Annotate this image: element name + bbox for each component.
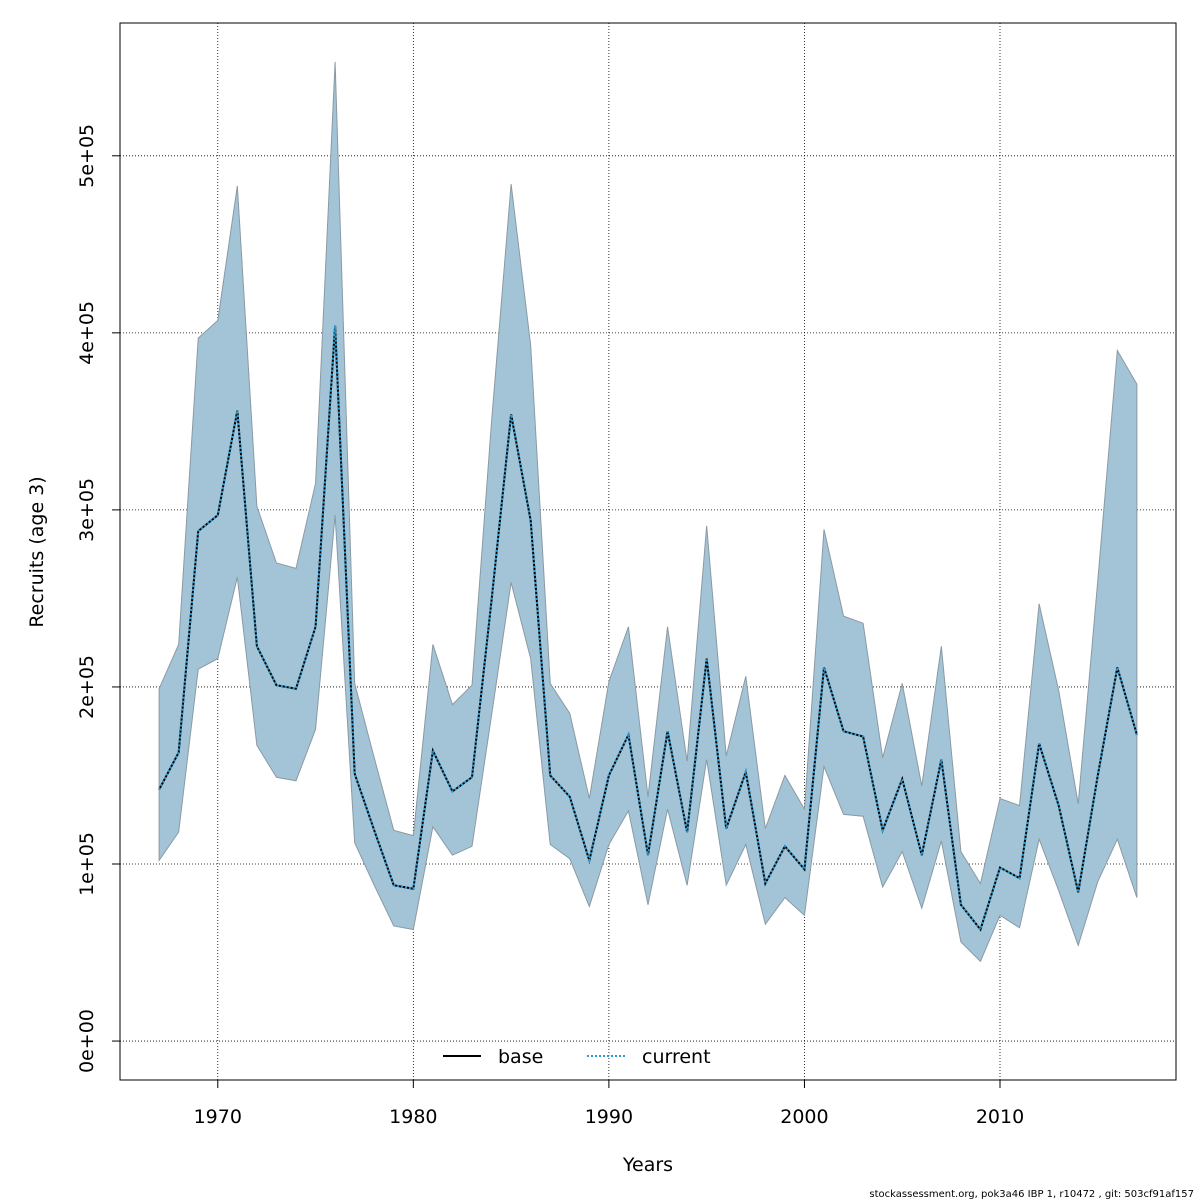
x-tick-label: 1970	[194, 1106, 242, 1128]
legend-base-label: base	[498, 1046, 543, 1068]
footer-text: stockassessment.org, pok3a46 IBP 1, r104…	[869, 1189, 1194, 1200]
y-tick-label: 5e+05	[76, 124, 98, 188]
y-tick-label: 2e+05	[76, 655, 98, 719]
grid-lines	[120, 23, 1176, 1080]
y-axis-label: Recruits (age 3)	[26, 476, 48, 627]
plot-frame	[119, 22, 1177, 1081]
x-tick-label: 1990	[585, 1106, 633, 1128]
y-tick-label: 1e+05	[76, 832, 98, 896]
series-lines	[158, 325, 1138, 932]
x-tick-label: 2000	[780, 1106, 828, 1128]
x-axis-label: Years	[622, 1154, 673, 1176]
series-line-current	[158, 325, 1138, 932]
legend: base current	[443, 1046, 711, 1068]
y-tick-label: 0e+00	[76, 1009, 98, 1073]
x-tick-label: 1980	[389, 1106, 437, 1128]
x-tick-label: 2010	[976, 1106, 1024, 1128]
y-tick-label: 3e+05	[76, 478, 98, 542]
confidence-band-area	[158, 61, 1138, 963]
legend-current-label: current	[642, 1046, 711, 1068]
confidence-band	[158, 61, 1138, 963]
x-axis: 1970 1980 1990 2000 2010	[194, 1080, 1024, 1128]
y-tick-label: 4e+05	[76, 301, 98, 365]
y-axis: 0e+00 1e+05 2e+05 3e+05 4e+05 5e+05	[76, 124, 120, 1073]
